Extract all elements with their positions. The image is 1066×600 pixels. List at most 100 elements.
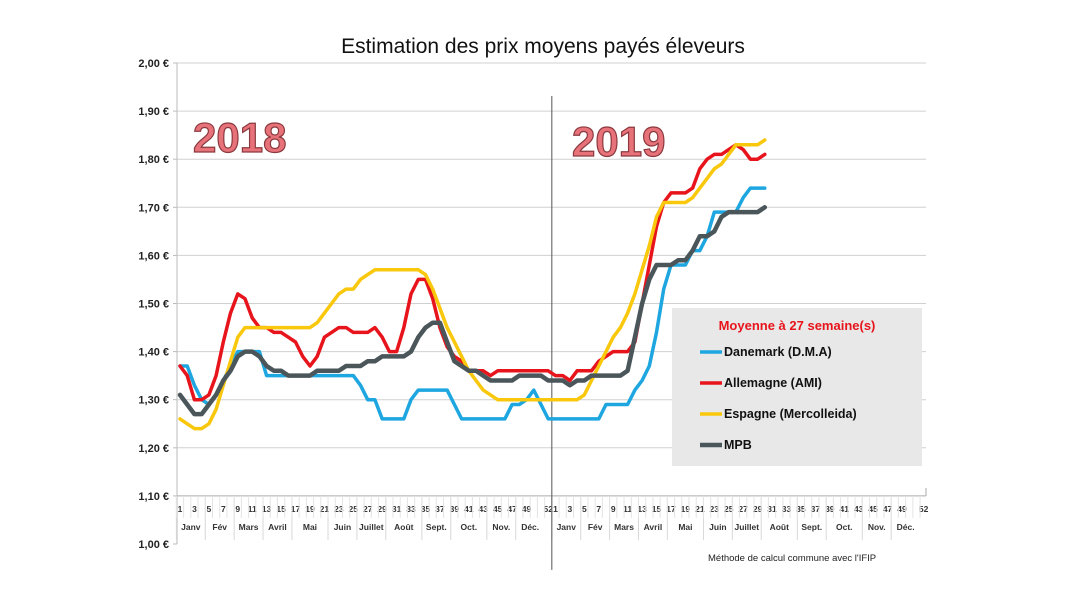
month-label: Mai <box>678 522 692 532</box>
x-tick-label: 52 <box>543 504 553 514</box>
y-tick-label: 1,80 € <box>138 154 169 166</box>
month-label: Juillet <box>359 522 384 532</box>
x-tick-label: 3 <box>568 504 573 514</box>
x-tick-label: 1 <box>178 504 183 514</box>
x-tick-label: 13 <box>262 504 272 514</box>
footnote: Méthode de calcul commune avec l'IFIP <box>708 553 876 564</box>
x-tick-label: 9 <box>235 504 240 514</box>
x-tick-label: 43 <box>479 504 489 514</box>
x-tick-label: 21 <box>695 504 705 514</box>
series-line-2 <box>178 138 767 431</box>
x-tick-label: 3 <box>192 504 197 514</box>
y-tick-label: 1,10 € <box>138 491 169 503</box>
year-label-2018: 2018 <box>193 114 286 161</box>
x-tick-label: 15 <box>276 504 286 514</box>
x-tick-label: 19 <box>681 504 691 514</box>
x-tick-label: 35 <box>421 504 431 514</box>
x-tick-label: 21 <box>320 504 330 514</box>
y-tick-label: 1,00 € <box>138 539 169 551</box>
x-tick-label: 33 <box>406 504 416 514</box>
x-tick-label: 45 <box>493 504 503 514</box>
x-tick-label: 33 <box>782 504 792 514</box>
x-tick-label: 25 <box>349 504 359 514</box>
legend-box <box>672 308 922 466</box>
month-label: Sept. <box>426 522 447 532</box>
month-label: Sept. <box>801 522 822 532</box>
x-tick-label: 23 <box>710 504 720 514</box>
x-tick-label: 52 <box>919 504 929 514</box>
x-tick-label: 9 <box>611 504 616 514</box>
chart-title: Estimation des prix moyens payés éleveur… <box>341 35 745 58</box>
x-tick-label: 11 <box>623 504 632 514</box>
month-label: Juillet <box>734 522 759 532</box>
month-label: Fév <box>212 522 227 532</box>
month-label: Nov. <box>492 522 510 532</box>
month-label: Août <box>394 522 414 532</box>
x-tick-label: 41 <box>464 504 474 514</box>
x-tick-label: 27 <box>363 504 373 514</box>
y-tick-label: 1,90 € <box>138 106 169 118</box>
legend: Moyenne à 27 semaine(s) Danemark (D.M.A)… <box>672 308 922 466</box>
y-tick-label: 1,20 € <box>138 443 169 455</box>
month-label: Avril <box>268 522 287 532</box>
x-tick-label: 41 <box>840 504 850 514</box>
x-tick-label: 29 <box>377 504 387 514</box>
x-tick-label: 47 <box>507 504 517 514</box>
y-tick-label: 1,50 € <box>138 299 169 311</box>
x-tick-label: 43 <box>854 504 864 514</box>
month-label: Mars <box>614 522 634 532</box>
y-tick-label: 1,40 € <box>138 347 169 359</box>
x-tick-label: 39 <box>450 504 460 514</box>
month-label: Août <box>770 522 790 532</box>
series-line-3 <box>177 205 768 417</box>
x-tick-label: 31 <box>392 504 402 514</box>
y-tick-label: 1,70 € <box>138 202 169 214</box>
x-tick-label: 37 <box>435 504 445 514</box>
month-label: Déc. <box>521 522 539 532</box>
x-tick-label: 45 <box>868 504 878 514</box>
month-label: Janv <box>557 522 577 532</box>
series-line-0 <box>178 186 767 421</box>
x-tick-label: 15 <box>652 504 662 514</box>
x-tick-label: 25 <box>724 504 734 514</box>
x-tick-label: 11 <box>248 504 257 514</box>
x-tick-label: 7 <box>596 504 601 514</box>
legend-entry-label: MPB <box>724 438 752 452</box>
x-tick-label: 29 <box>753 504 763 514</box>
legend-entry-label: Espagne (Mercolleida) <box>724 407 857 421</box>
month-label: Fév <box>588 522 603 532</box>
x-tick-label: 23 <box>334 504 344 514</box>
x-axis: 1 3 5 7 9 11 13 15 17 19 21 23 25 27 29 31 33 35 37 39 41 43 4… <box>175 487 929 540</box>
x-tick-label: 47 <box>883 504 893 514</box>
month-label: Mars <box>239 522 259 532</box>
x-tick-label: 5 <box>582 504 587 514</box>
x-tick-label: 37 <box>811 504 821 514</box>
y-tick-label: 1,60 € <box>138 250 169 262</box>
month-label: Nov. <box>868 522 886 532</box>
x-tick-label: 17 <box>291 504 301 514</box>
x-tick-label: 19 <box>305 504 315 514</box>
x-tick-label: 7 <box>221 504 226 514</box>
year-label-2019: 2019 <box>572 118 665 165</box>
month-label: Juin <box>709 522 726 532</box>
series-lines <box>177 138 768 431</box>
x-tick-label: 1 <box>553 504 558 514</box>
legend-entry-label: Allemagne (AMI) <box>724 376 822 390</box>
x-tick-label: 17 <box>666 504 676 514</box>
y-tick-label: 2,00 € <box>138 58 169 70</box>
month-label: Oct. <box>836 522 853 532</box>
month-label: Janv <box>181 522 201 532</box>
x-tick-label: 13 <box>637 504 647 514</box>
x-tick-label: 27 <box>738 504 748 514</box>
y-axis: 1,00 € 1,10 € 1,20 € 1,30 € 1,40 € 1,50 € 1,60… <box>138 58 169 551</box>
month-label: Juin <box>334 522 351 532</box>
x-tick-label: 35 <box>796 504 806 514</box>
x-tick-label: 49 <box>897 504 907 514</box>
y-tick-label: 1,30 € <box>138 395 169 407</box>
x-tick-label: 31 <box>767 504 777 514</box>
x-tick-label: 39 <box>825 504 835 514</box>
legend-title: Moyenne à 27 semaine(s) <box>719 318 876 333</box>
month-label: Oct. <box>461 522 478 532</box>
x-tick-label: 49 <box>522 504 532 514</box>
